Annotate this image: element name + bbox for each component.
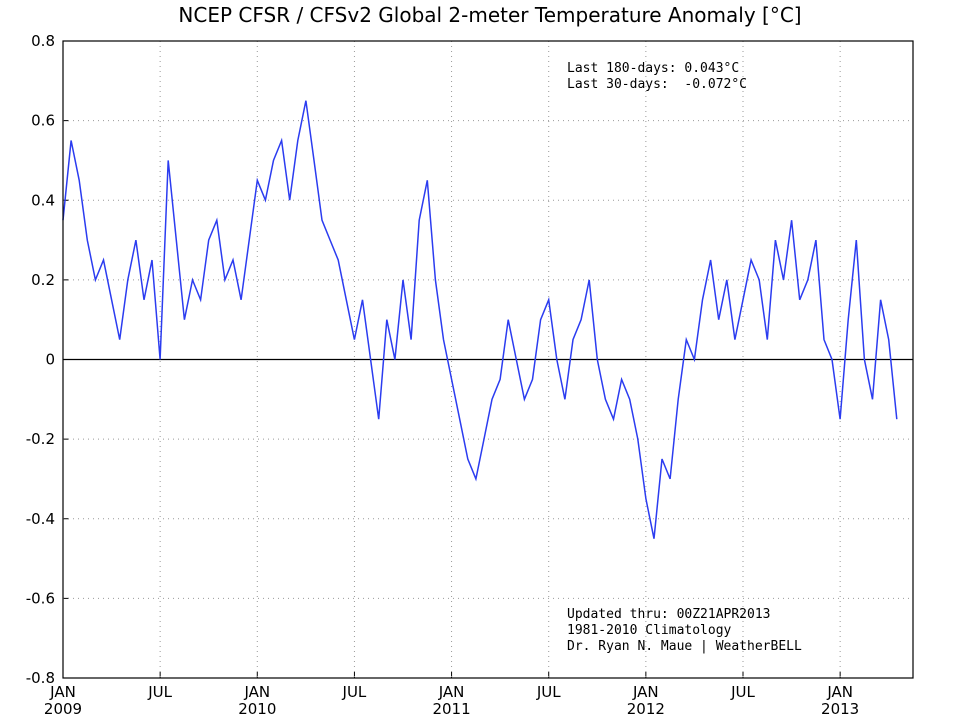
x-tick-year: 2009 — [44, 700, 82, 718]
annotation: Last 180-days: 0.043°C — [567, 61, 739, 76]
annotation: Last 30-days: -0.072°C — [567, 77, 747, 92]
y-tick-label: 0 — [45, 351, 55, 369]
y-tick-label: 0.2 — [31, 271, 55, 289]
x-tick-year: 2010 — [238, 700, 276, 718]
annotation: Dr. Ryan N. Maue | WeatherBELL — [567, 639, 802, 654]
x-tick-label: JAN — [243, 683, 270, 701]
plot-frame — [62, 40, 914, 679]
data-line — [62, 100, 898, 539]
x-tick-label: JUL — [730, 683, 755, 701]
x-tick-label: JAN — [632, 683, 659, 701]
x-tick-year: 2011 — [432, 700, 470, 718]
x-tick-label: JUL — [536, 683, 561, 701]
x-tick-label: JAN — [49, 683, 76, 701]
y-tick-label: 0.4 — [31, 191, 55, 209]
x-tick-label: JUL — [342, 683, 367, 701]
y-tick-label: -0.2 — [26, 430, 55, 448]
y-tick-label: 0.8 — [31, 32, 55, 50]
x-tick-label: JAN — [826, 683, 853, 701]
chart-title: NCEP CFSR / CFSv2 Global 2-meter Tempera… — [178, 3, 801, 27]
x-tick-year: 2012 — [627, 700, 665, 718]
x-tick-label: JAN — [438, 683, 465, 701]
annotation: Updated thru: 00Z21APR2013 — [567, 607, 771, 622]
x-tick-year: 2013 — [821, 700, 859, 718]
y-tick-label: 0.6 — [31, 112, 55, 130]
y-tick-label: -0.6 — [26, 589, 55, 607]
y-tick-label: -0.8 — [26, 669, 55, 687]
y-tick-label: -0.4 — [26, 510, 55, 528]
annotation: 1981-2010 Climatology — [567, 623, 732, 638]
x-tick-label: JUL — [147, 683, 172, 701]
